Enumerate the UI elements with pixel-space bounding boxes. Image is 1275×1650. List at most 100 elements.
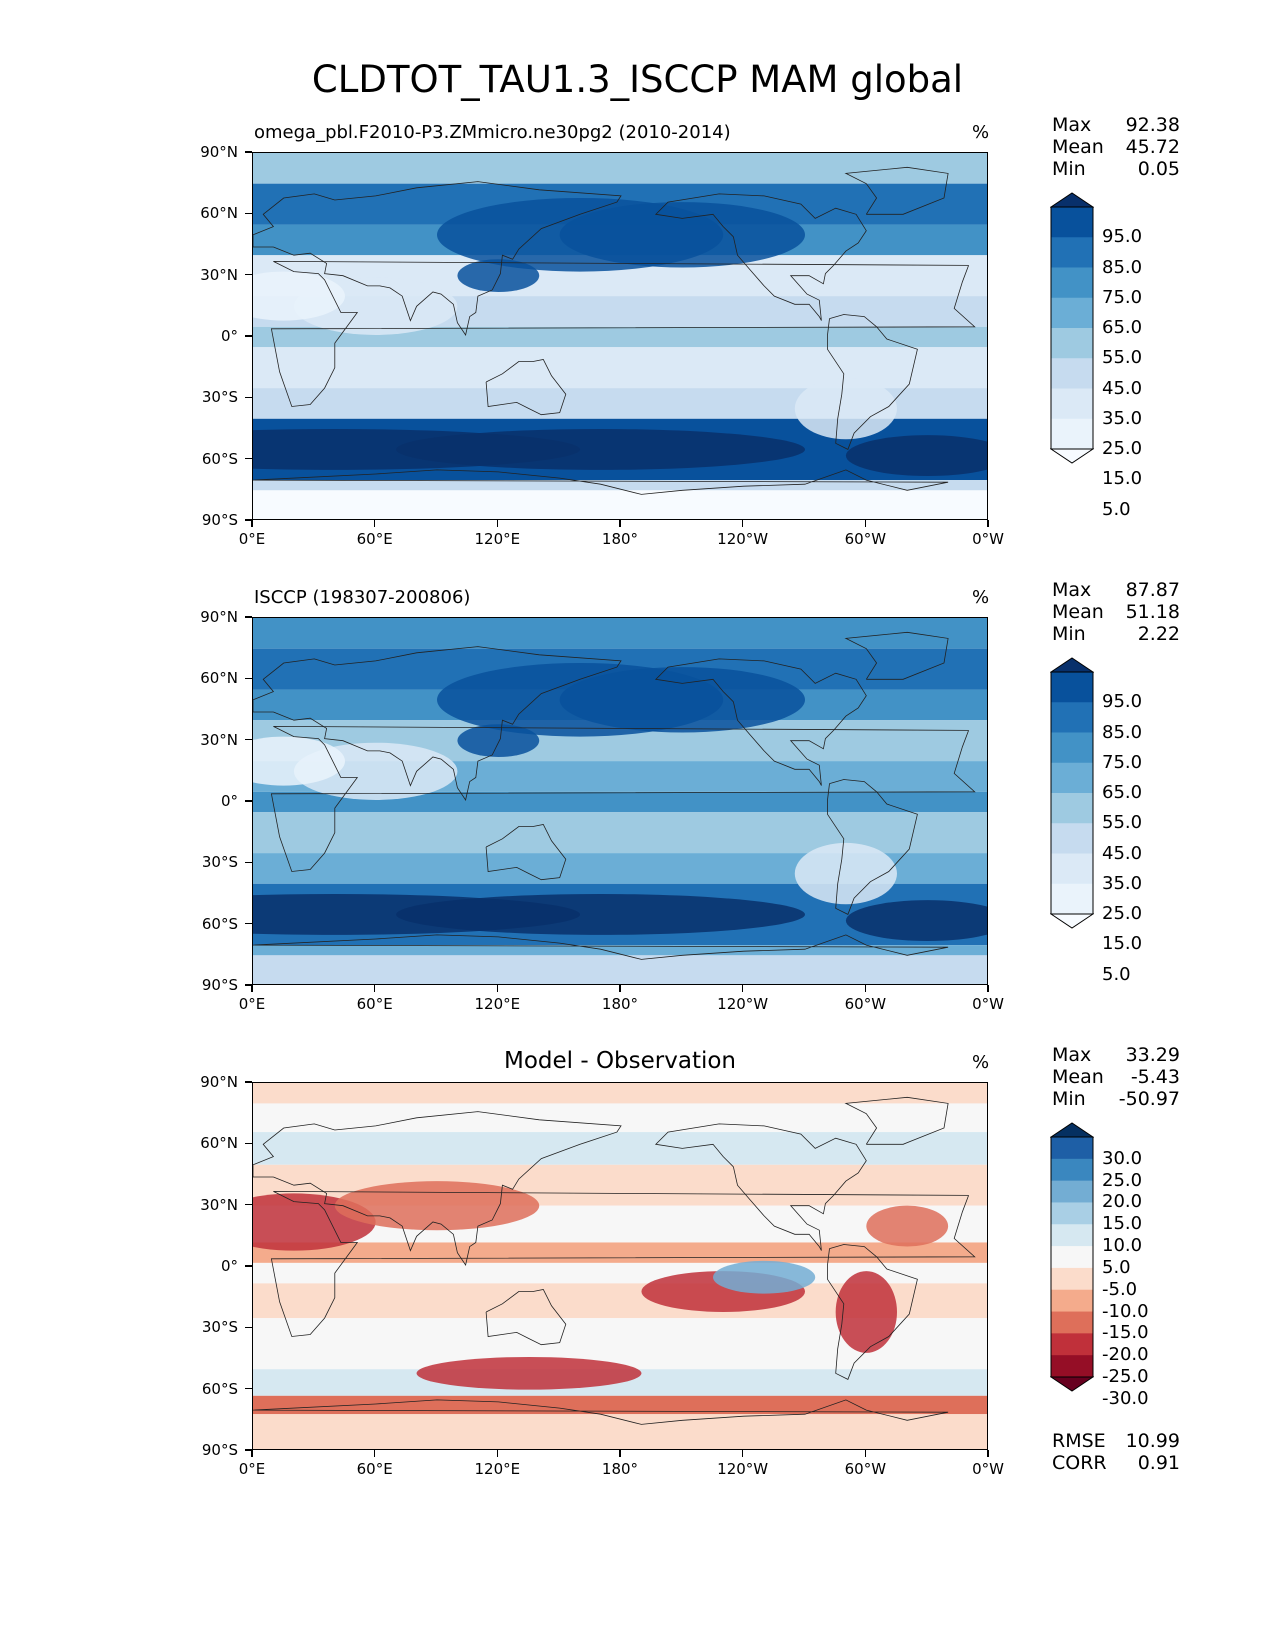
colorbar-label: 25.0: [1102, 1169, 1143, 1191]
coastline: [654, 658, 867, 786]
coastline: [253, 646, 622, 802]
lat-label: 60°N: [200, 669, 238, 688]
stat-row: Mean 51.18: [1052, 601, 1180, 623]
colorbar-label: -15.0: [1102, 1322, 1149, 1344]
colorbar-segment: [1051, 237, 1093, 268]
coastline: [253, 1399, 949, 1425]
lat-tick: [245, 274, 252, 276]
map-band: [253, 955, 987, 984]
colorbar-label: 95.0: [1102, 691, 1143, 713]
panel-unit: %: [972, 1052, 990, 1073]
colorbar-extend-top: [1050, 657, 1094, 673]
panel-title: Model - Observation: [503, 1048, 737, 1074]
colorbar-segment: [1051, 1289, 1093, 1313]
colorbar-segment: [1051, 823, 1093, 854]
colorbar: [1050, 657, 1094, 929]
map-band: [253, 1103, 987, 1133]
map-field-blob: [253, 271, 345, 321]
map-band: [253, 618, 987, 649]
stat-label: Min: [1052, 1088, 1086, 1110]
colorbar-segment: [1051, 1137, 1093, 1160]
panel-title: omega_pbl.F2010-P3.ZMmicro.ne30pg2 (2010…: [254, 122, 731, 143]
colorbar-segment: [1051, 793, 1093, 824]
colorbar-segment: [1051, 1202, 1093, 1225]
colorbar-label: 35.0: [1102, 407, 1143, 429]
map-field-blob: [835, 1271, 897, 1353]
colorbar-segment: [1051, 883, 1093, 915]
map-band: [253, 1414, 987, 1449]
lon-label: 120°W: [717, 530, 769, 548]
colorbar-segment: [1051, 1333, 1093, 1356]
stat-label: Mean: [1052, 136, 1104, 158]
stat-value: 33.29: [1125, 1044, 1180, 1066]
lon-label: 0°E: [238, 995, 266, 1013]
colorbar-segment: [1051, 297, 1093, 329]
lat-label: 90°S: [201, 976, 238, 994]
colorbar-segment: [1051, 358, 1093, 389]
metric-row: CORR 0.91: [1052, 1452, 1180, 1474]
lon-label: 60°E: [356, 530, 393, 548]
figure-title: CLDTOT_TAU1.3_ISCCP MAM global: [311, 58, 964, 101]
colorbar-outline: [1050, 206, 1094, 450]
stat-value: 45.72: [1125, 136, 1180, 158]
map-band: [253, 153, 987, 184]
panel-stats: Max 33.29 Mean -5.43 Min -50.97: [1052, 1044, 1180, 1110]
colorbar-segment: [1051, 762, 1093, 794]
metric-value: 10.99: [1125, 1430, 1180, 1452]
colorbar-segment: [1051, 1267, 1093, 1291]
colorbar-segment: [1051, 207, 1093, 238]
lon-tick: [619, 1450, 621, 1457]
map-field-blob: [396, 429, 805, 470]
lon-tick: [987, 1450, 989, 1457]
colorbar-label: -10.0: [1102, 1300, 1149, 1322]
colorbar-extend-bottom: [1050, 448, 1094, 464]
colorbar-extend-bottom: [1050, 913, 1094, 929]
lat-tick: [245, 1388, 252, 1390]
lat-label: 90°S: [201, 511, 238, 529]
map-field-blob: [559, 667, 805, 733]
colorbar-label: -20.0: [1102, 1344, 1149, 1366]
panel-stats: Max 92.38 Mean 45.72 Min 0.05: [1052, 114, 1180, 180]
colorbar-segment: [1051, 732, 1093, 764]
map-field-blob: [396, 894, 805, 935]
lat-tick: [245, 1326, 252, 1328]
lon-label: 120°W: [717, 1460, 769, 1478]
colorbar-outline: [1050, 1136, 1094, 1378]
coastline: [485, 1289, 567, 1346]
lat-tick: [245, 458, 252, 460]
colorbar-label: 45.0: [1102, 377, 1143, 399]
lat-tick: [245, 800, 252, 802]
lon-tick: [496, 1450, 498, 1457]
lat-label: 30°S: [201, 1318, 238, 1337]
stat-row: Min -50.97: [1052, 1088, 1180, 1110]
lat-tick: [245, 861, 252, 863]
map-area: [252, 617, 988, 985]
map-field-blob: [334, 1181, 540, 1231]
colorbar-outline: [1050, 671, 1094, 915]
lon-label: 120°E: [474, 530, 521, 548]
colorbar-label: 75.0: [1102, 751, 1143, 773]
lat-label: 60°N: [200, 204, 238, 223]
metric-row: RMSE 10.99: [1052, 1430, 1180, 1452]
lon-tick: [374, 985, 376, 992]
map-band: [253, 1242, 987, 1263]
colorbar-label: 15.0: [1102, 1213, 1143, 1235]
stat-row: Max 33.29: [1052, 1044, 1180, 1066]
lat-tick: [245, 739, 252, 741]
stat-row: Max 92.38: [1052, 114, 1180, 136]
colorbar-label: 85.0: [1102, 256, 1143, 278]
lon-tick: [987, 985, 989, 992]
stat-row: Min 0.05: [1052, 158, 1180, 180]
map-field-blob: [794, 377, 898, 440]
stat-label: Mean: [1052, 601, 1104, 623]
lon-label: 60°W: [844, 995, 887, 1013]
coastline: [827, 779, 918, 915]
map-field-blob: [457, 724, 540, 758]
lat-label: 30°S: [201, 853, 238, 872]
lon-tick: [619, 520, 621, 527]
coastline: [253, 469, 949, 495]
colorbar-label: 25.0: [1102, 438, 1143, 459]
lon-label: 120°W: [717, 995, 769, 1013]
colorbar-label: 75.0: [1102, 286, 1143, 308]
lon-tick: [742, 520, 744, 527]
